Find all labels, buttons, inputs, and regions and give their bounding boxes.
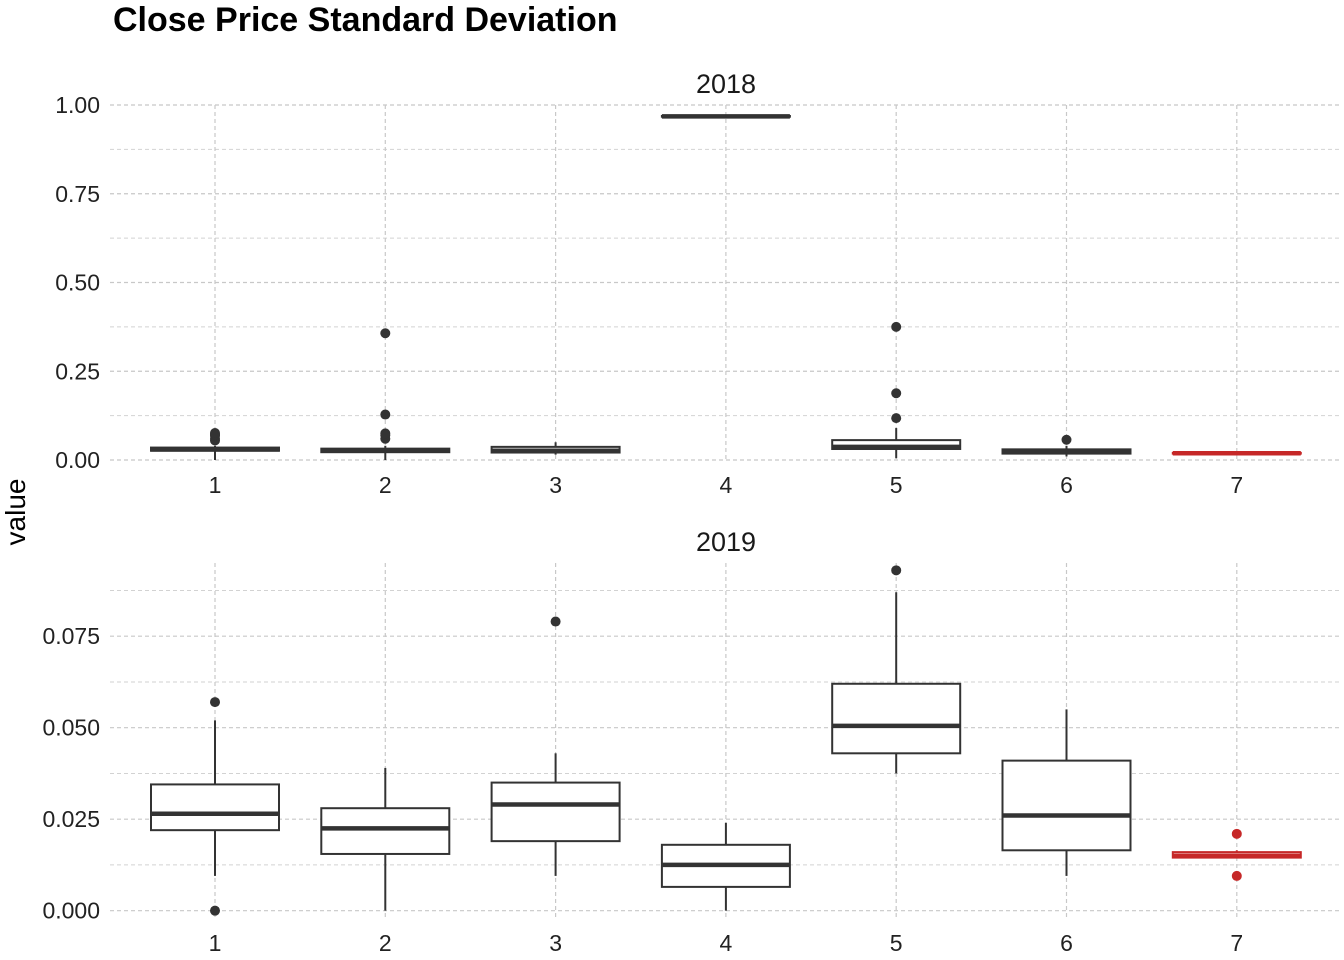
outlier-point [210, 905, 220, 916]
x-tick-label: 5 [890, 930, 903, 956]
panel-strip-label: 2019 [696, 527, 756, 557]
y-tick-label: 0.75 [55, 181, 100, 207]
y-tick-labels: 0.000 0.025 0.050 0.075 [42, 623, 100, 923]
x-tick-labels: 1 2 3 4 5 6 7 [209, 930, 1244, 956]
outlier-point [380, 428, 391, 439]
box-body [1001, 759, 1132, 852]
y-tick-label: 0.25 [55, 358, 100, 384]
chart-title: Close Price Standard Deviation [113, 1, 618, 39]
x-tick-label: 3 [549, 930, 562, 956]
box-6 [1001, 709, 1132, 876]
panel-2018: 2018 0.00 0.25 0.50 0.75 1.00 1 2 3 4 5 6 7 [55, 69, 1342, 498]
outlier-point [1231, 828, 1242, 839]
box-3 [490, 442, 621, 455]
panel-strip-label: 2018 [696, 69, 756, 99]
box-series [150, 565, 1302, 916]
box-body [490, 781, 621, 843]
y-tick-label: 0.025 [42, 806, 100, 832]
outlier-point [891, 388, 902, 399]
x-tick-label: 3 [549, 472, 562, 498]
box-7 [1171, 451, 1302, 456]
box-1 [150, 697, 280, 916]
y-tick-label: 1.00 [55, 92, 100, 118]
x-tick-labels: 1 2 3 4 5 6 7 [209, 472, 1244, 498]
box-2 [320, 767, 451, 911]
x-tick-label: 7 [1230, 930, 1243, 956]
y-tick-labels: 0.00 0.25 0.50 0.75 1.00 [55, 92, 100, 473]
x-tick-label: 4 [720, 472, 733, 498]
outlier-point [1061, 434, 1072, 445]
box-6 [1001, 434, 1132, 457]
outlier-point [210, 428, 220, 439]
box-body [831, 682, 962, 755]
box-body [150, 783, 280, 832]
outlier-point [550, 616, 561, 627]
outlier-point [891, 413, 902, 424]
y-tick-label: 0.000 [42, 898, 100, 924]
box-7 [1171, 828, 1302, 881]
box-5 [831, 565, 962, 774]
y-tick-label: 0.50 [55, 270, 100, 296]
x-tick-label: 6 [1060, 930, 1073, 956]
x-tick-label: 7 [1230, 472, 1243, 498]
y-tick-label: 0.075 [42, 623, 100, 649]
box-1 [150, 428, 280, 460]
x-tick-label: 2 [379, 930, 392, 956]
box-3 [490, 616, 621, 876]
x-tick-label: 6 [1060, 472, 1073, 498]
panel-2019: 2019 0.000 0.025 0.050 0.075 1 2 3 4 5 6 7 [42, 527, 1342, 956]
outlier-point [891, 565, 902, 576]
y-tick-label: 0.00 [55, 447, 100, 473]
outlier-point [1231, 870, 1242, 881]
outlier-point [380, 409, 391, 420]
y-tick-label: 0.050 [42, 715, 100, 741]
x-tick-label: 2 [379, 472, 392, 498]
x-tick-label: 1 [209, 930, 222, 956]
outlier-point [210, 697, 220, 708]
box-5 [831, 321, 962, 459]
box-2 [320, 328, 451, 460]
x-tick-label: 4 [720, 930, 733, 956]
box-body [320, 807, 451, 855]
box-4 [660, 822, 791, 911]
box-series [150, 114, 1302, 460]
grid-lines [110, 104, 1342, 461]
x-tick-label: 5 [890, 472, 903, 498]
outlier-point [891, 321, 902, 332]
outlier-point [380, 328, 391, 339]
x-tick-label: 1 [209, 472, 222, 498]
box-4 [660, 114, 791, 119]
y-axis-label: value [0, 479, 31, 546]
